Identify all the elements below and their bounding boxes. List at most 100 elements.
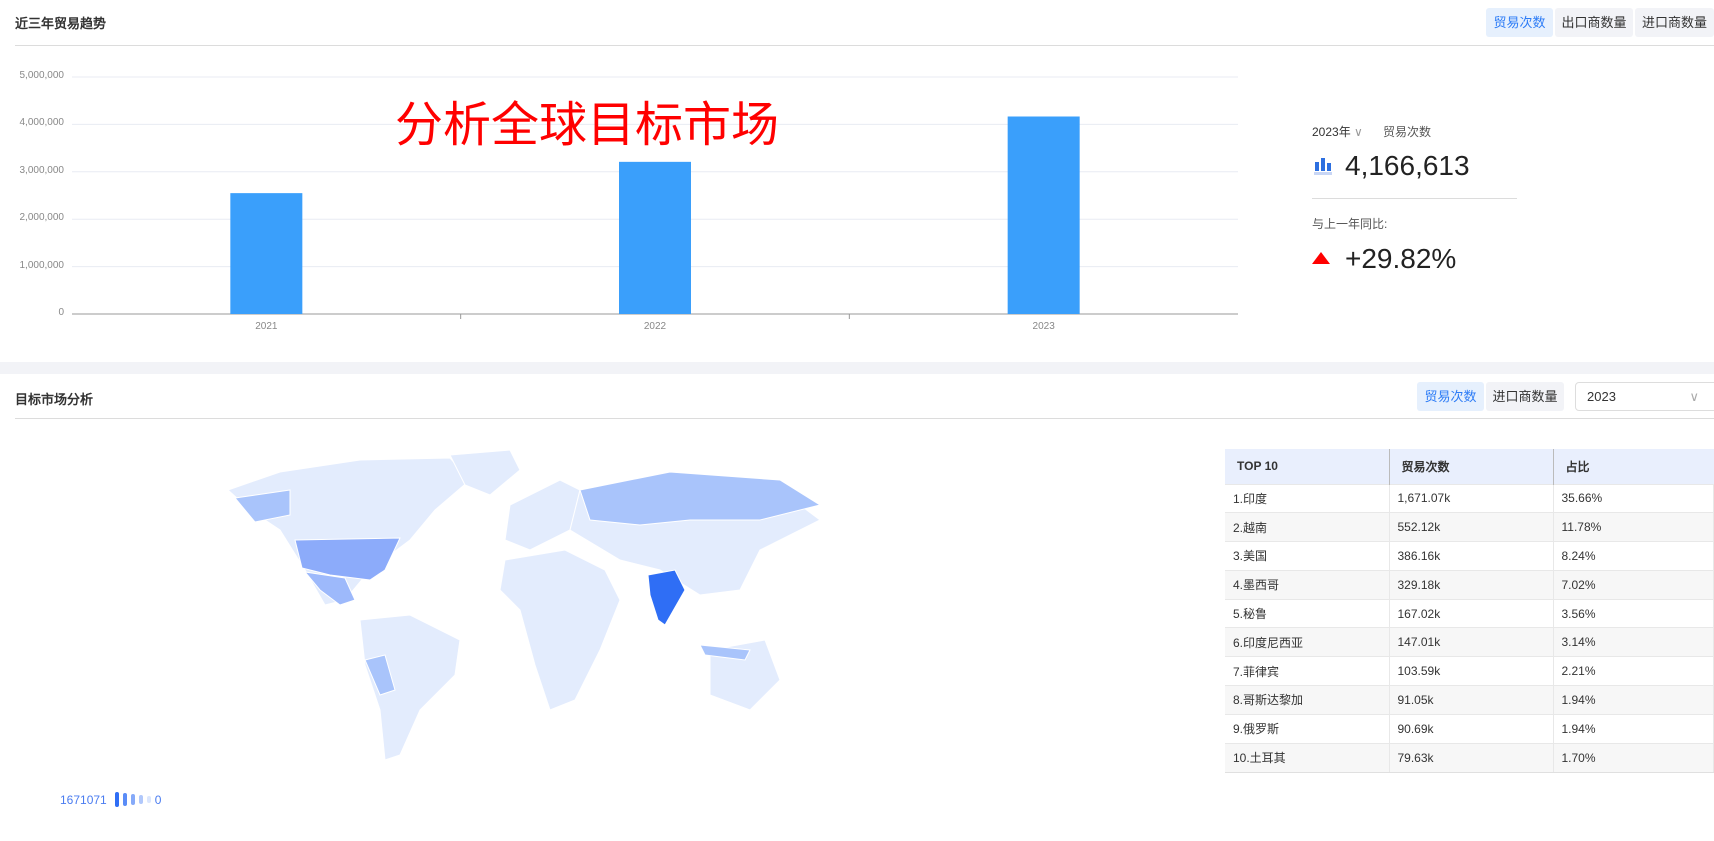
table-row[interactable]: 2.越南 552.12k 11.78% xyxy=(1225,512,1714,542)
tab-exporter-count[interactable]: 出口商数量 xyxy=(1555,8,1633,37)
arrow-up-icon xyxy=(1312,252,1330,264)
share-cell: 11.78% xyxy=(1553,512,1714,542)
header-top10: TOP 10 xyxy=(1225,449,1390,484)
table-row[interactable]: 3.美国 386.16k 8.24% xyxy=(1225,541,1714,571)
table-row[interactable]: 9.俄罗斯 90.69k 1.94% xyxy=(1225,713,1714,744)
share-cell: 1.94% xyxy=(1553,685,1714,715)
share-cell: 1.94% xyxy=(1553,713,1714,744)
trade-count-cell: 552.12k xyxy=(1389,512,1554,542)
y-tick-label: 3,000,000 xyxy=(19,164,65,176)
tab-importer-count[interactable]: 进口商数量 xyxy=(1635,8,1714,37)
table-row[interactable]: 7.菲律宾 103.59k 2.21% xyxy=(1225,656,1714,686)
trade-count-cell: 1,671.07k xyxy=(1389,483,1554,513)
map-usa xyxy=(294,537,401,581)
chevron-down-icon: ∨ xyxy=(1354,125,1363,139)
x-tick-label: 2022 xyxy=(643,321,667,332)
table-row[interactable]: 10.土耳其 79.63k 1.70% xyxy=(1225,742,1714,772)
trade-count-cell: 91.05k xyxy=(1389,685,1554,715)
divider xyxy=(15,45,1714,46)
y-tick-label: 4,000,000 xyxy=(19,117,65,129)
country-cell: 2.越南 xyxy=(1225,512,1390,542)
trade-count-cell: 147.01k xyxy=(1389,627,1554,657)
table-row[interactable]: 1.印度 1,671.07k 35.66% xyxy=(1225,483,1714,513)
country-cell: 9.俄罗斯 xyxy=(1225,713,1390,744)
map-north-america xyxy=(227,457,471,606)
country-cell: 8.哥斯达黎加 xyxy=(1225,685,1390,715)
map-india xyxy=(647,569,686,626)
country-cell: 10.土耳其 xyxy=(1225,742,1390,772)
share-cell: 3.56% xyxy=(1553,598,1714,628)
table-row[interactable]: 5.秘鲁 167.02k 3.56% xyxy=(1225,598,1714,628)
country-cell: 7.菲律宾 xyxy=(1225,656,1390,686)
bar-2023[interactable] xyxy=(1007,116,1080,314)
map-south-america xyxy=(359,614,461,761)
summary-value: 4,166,613 xyxy=(1345,150,1470,181)
map-alaska xyxy=(234,489,291,523)
overlay-text: 分析全球目标市场 xyxy=(395,97,780,153)
country-cell: 1.印度 xyxy=(1225,483,1390,513)
country-cell: 5.秘鲁 xyxy=(1225,598,1390,628)
map-indonesia xyxy=(699,644,751,661)
summary-divider xyxy=(1312,198,1517,199)
x-tick-label: 2021 xyxy=(255,321,278,332)
section-gap xyxy=(0,362,1714,374)
tab-market-importer-count[interactable]: 进口商数量 xyxy=(1486,382,1564,411)
trade-count-cell: 167.02k xyxy=(1389,598,1554,628)
legend-min: 0 xyxy=(154,792,162,807)
map-africa xyxy=(499,549,621,711)
year-label: 2023年 xyxy=(1312,125,1351,139)
metric-label: 贸易次数 xyxy=(1383,125,1432,139)
bar-chart: 0 1,000,000 2,000,000 3,000,000 4,000,000 5,0… xyxy=(0,60,1250,350)
bar-2022[interactable] xyxy=(619,161,691,314)
bar-2021[interactable] xyxy=(230,193,303,314)
share-cell: 1.70% xyxy=(1553,742,1714,772)
year-select[interactable]: 2023 ∨ xyxy=(1575,382,1714,411)
world-map[interactable] xyxy=(220,450,840,770)
table-row[interactable]: 4.墨西哥 329.18k 7.02% xyxy=(1225,569,1714,600)
map-legend[interactable]: 1671071 0 xyxy=(60,792,161,807)
map-greenland xyxy=(449,450,521,496)
y-tick-label: 1,000,000 xyxy=(19,259,65,271)
map-mexico xyxy=(303,571,356,606)
header-share: 占比 xyxy=(1553,449,1714,484)
divider xyxy=(15,418,1714,419)
year-dropdown[interactable]: 2023年 ∨ xyxy=(1312,123,1363,140)
y-tick-label: 2,000,000 xyxy=(19,212,65,224)
y-tick-label: 5,000,000 xyxy=(19,70,65,81)
tab-market-trade-count[interactable]: 贸易次数 xyxy=(1417,382,1484,411)
y-tick-label: 0 xyxy=(58,307,64,318)
year-select-value: 2023 xyxy=(1587,389,1616,404)
share-cell: 8.24% xyxy=(1553,541,1714,571)
share-cell: 3.14% xyxy=(1553,627,1714,657)
map-europe xyxy=(504,479,581,551)
map-russia xyxy=(579,471,822,526)
share-cell: 2.21% xyxy=(1553,656,1714,686)
top10-table: TOP 10 贸易次数 占比 1.印度 1,671.07k 35.66% 2.越南 55… xyxy=(1225,449,1714,773)
chevron-down-icon: ∨ xyxy=(1689,389,1699,404)
trend-title: 近三年贸易趋势 xyxy=(15,16,107,31)
country-cell: 4.墨西哥 xyxy=(1225,569,1390,600)
change-value: +29.82% xyxy=(1345,243,1457,274)
legend-bar xyxy=(122,793,127,806)
x-tick-label: 2023 xyxy=(1032,321,1055,332)
trade-count-cell: 329.18k xyxy=(1389,569,1554,600)
tab-trade-count[interactable]: 贸易次数 xyxy=(1486,8,1553,37)
share-cell: 35.66% xyxy=(1553,483,1714,513)
trade-count-cell: 386.16k xyxy=(1389,541,1554,571)
header-trade-count: 贸易次数 xyxy=(1389,449,1554,484)
legend-bar xyxy=(114,792,119,807)
table-row[interactable]: 6.印度尼西亚 147.01k 3.14% xyxy=(1225,627,1714,657)
trade-count-cell: 90.69k xyxy=(1389,713,1554,744)
country-cell: 6.印度尼西亚 xyxy=(1225,627,1390,657)
compare-label: 与上一年同比: xyxy=(1312,217,1388,231)
legend-bar xyxy=(130,794,135,805)
country-cell: 3.美国 xyxy=(1225,541,1390,571)
share-cell: 7.02% xyxy=(1553,569,1714,600)
legend-bar xyxy=(138,795,143,804)
trade-count-cell: 103.59k xyxy=(1389,656,1554,686)
trade-count-cell: 79.63k xyxy=(1389,742,1554,772)
map-peru xyxy=(364,654,396,696)
table-row[interactable]: 8.哥斯达黎加 91.05k 1.94% xyxy=(1225,685,1714,715)
legend-max: 1671071 xyxy=(60,792,107,807)
market-title: 目标市场分析 xyxy=(15,392,94,407)
